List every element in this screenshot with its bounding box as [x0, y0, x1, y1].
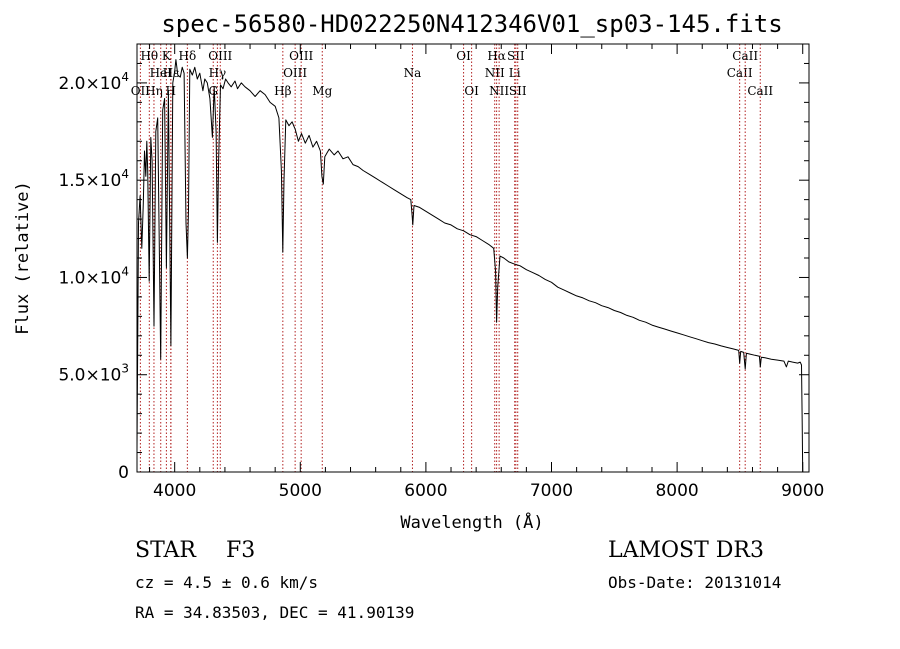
- x-tick-label: 4000: [153, 481, 196, 501]
- line-marker-label: CaII: [747, 84, 773, 98]
- line-marker-label: SII: [507, 49, 525, 63]
- x-tick-label: 7000: [530, 481, 573, 501]
- x-tick-label: 6000: [404, 481, 447, 501]
- line-marker-label: Hβ: [274, 84, 291, 98]
- y-tick-label: 5.0×103: [58, 362, 129, 386]
- obs-date-label: Obs-Date: 20131014: [608, 573, 782, 592]
- plot-frame: [136, 43, 810, 473]
- y-axis: 0 5.0×103 1.0×104 1.5×104 2.0×104: [58, 62, 809, 483]
- line-marker-label: Hα: [487, 49, 506, 63]
- y-tick-label: 0: [118, 463, 129, 483]
- line-marker-label: CaII: [727, 66, 753, 80]
- line-marker-label: SII: [509, 84, 527, 98]
- line-marker-label: Hη: [145, 84, 163, 98]
- line-marker-label: K: [162, 49, 172, 63]
- line-marker-label: CaII: [732, 49, 758, 63]
- x-axis-label: Wavelength (Å): [400, 511, 543, 533]
- y-tick-label: 1.5×104: [58, 167, 129, 191]
- y-tick-label: 1.0×104: [58, 264, 129, 288]
- y-tick-label: 2.0×104: [58, 70, 129, 94]
- line-marker-label: OIII: [289, 49, 313, 63]
- line-marker-label: Hδ: [179, 49, 197, 63]
- object-class: STAR F3: [135, 538, 255, 563]
- redshift-label: cz = 4.5 ± 0.6 km/s: [135, 573, 319, 592]
- coordinates-label: RA = 34.83503, DEC = 41.90139: [135, 603, 415, 622]
- survey-label: LAMOST DR3: [608, 538, 764, 563]
- spectrum-chart: spec-56580-HD022250N412346V01_sp03-145.f…: [13, 10, 824, 533]
- x-tick-label: 5000: [279, 481, 322, 501]
- y-axis-label: Flux (relative): [13, 181, 33, 335]
- line-marker-label: Hθ: [140, 49, 158, 63]
- chart-title: spec-56580-HD022250N412346V01_sp03-145.f…: [161, 10, 782, 38]
- subclass-label: F3: [226, 538, 256, 563]
- line-marker-label: NII: [485, 66, 505, 80]
- line-marker-label: Na: [404, 66, 422, 80]
- x-axis: 4000 5000 6000 7000 8000 9000: [149, 44, 824, 501]
- line-marker-label: Li: [509, 66, 521, 80]
- line-marker-label: OIII: [208, 49, 232, 63]
- x-tick-label: 9000: [781, 481, 824, 501]
- line-marker-label: OI: [456, 49, 471, 63]
- spectrum-line: [136, 59, 804, 473]
- line-marker-label: OII: [131, 84, 151, 98]
- x-tick-label: 8000: [655, 481, 698, 501]
- plot-area: [136, 59, 804, 473]
- line-marker-label: NII: [489, 84, 509, 98]
- line-marker-label: OIII: [283, 66, 307, 80]
- line-marker-label: G: [208, 84, 218, 98]
- class-label: STAR: [135, 538, 196, 563]
- line-marker-label: OI: [464, 84, 479, 98]
- line-marker-label: Hγ: [209, 66, 227, 80]
- line-marker-label: Mg: [312, 84, 332, 98]
- line-markers: OIIHθHηHeIKHHεHδGHγOIIIHβOIIIOIIIMgNaOIO…: [131, 44, 773, 472]
